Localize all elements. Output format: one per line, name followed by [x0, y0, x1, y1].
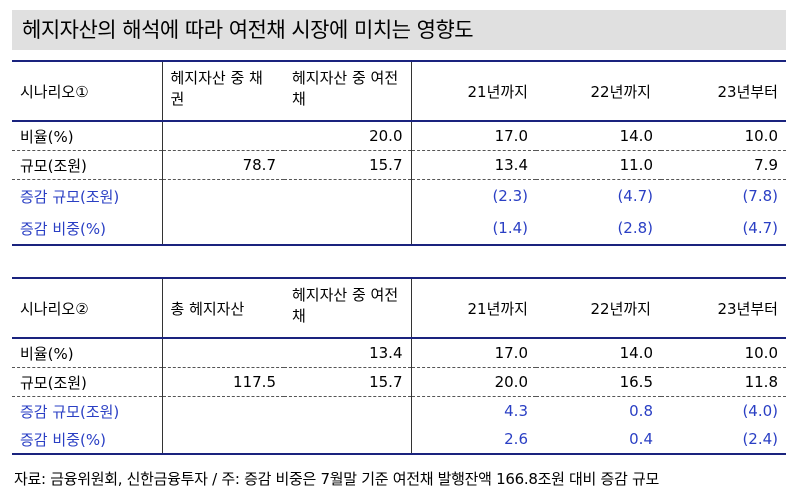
cell: (4.7): [661, 212, 786, 246]
cell: [284, 179, 412, 212]
table-row: 규모(조원) 117.5 15.7 20.0 16.5 11.8: [12, 367, 786, 397]
cell: 15.7: [284, 367, 412, 397]
header-col2: 헤지자산 중 여전채: [284, 277, 412, 339]
cell: (2.8): [536, 212, 661, 246]
cell: 20.0: [411, 367, 536, 397]
cell: 78.7: [162, 150, 284, 180]
table-row: 증감 규모(조원) 4.3 0.8 (4.0): [12, 396, 786, 426]
table-row: 증감 비중(%) 2.6 0.4 (2.4): [12, 425, 786, 455]
cell: 20.0: [284, 121, 412, 151]
cell: 14.0: [536, 121, 661, 151]
table-header-row: 시나리오② 총 헤지자산 헤지자산 중 여전채 21년까지 22년까지 23년부…: [12, 277, 786, 339]
cell: 7.9: [661, 150, 786, 180]
table-row: 증감 비중(%) (1.4) (2.8) (4.7): [12, 212, 786, 246]
cell: 11.0: [536, 150, 661, 180]
header-col1: 총 헤지자산: [162, 277, 284, 339]
row-label: 증감 규모(조원): [12, 179, 163, 212]
table-row: 비율(%) 20.0 17.0 14.0 10.0: [12, 121, 786, 151]
table-row: 증감 규모(조원) (2.3) (4.7) (7.8): [12, 179, 786, 213]
header-col5: 23년부터: [661, 277, 786, 339]
cell: [284, 212, 412, 246]
cell: 0.4: [536, 425, 661, 455]
row-label: 규모(조원): [12, 150, 163, 180]
row-label: 증감 비중(%): [12, 212, 163, 246]
cell: (1.4): [411, 212, 536, 246]
cell: (4.7): [617, 187, 653, 205]
header-scenario: 시나리오②: [12, 277, 163, 339]
cell: 14.0: [536, 338, 661, 368]
cell: 17.0: [411, 338, 536, 368]
row-label: 비율(%): [12, 338, 163, 368]
header-scenario: 시나리오①: [12, 60, 163, 122]
cell: 15.7: [284, 150, 412, 180]
cell: 16.5: [536, 367, 661, 397]
cell: 10.0: [661, 121, 786, 151]
cell: 4.3: [504, 402, 528, 420]
source-note: 자료: 금융위원회, 신한금융투자 / 주: 증감 비중은 7월말 기준 여전채…: [14, 470, 659, 488]
cell: 10.0: [661, 338, 786, 368]
page-title: 헤지자산의 해석에 따라 여전채 시장에 미치는 영향도: [12, 10, 786, 50]
header-col3: 21년까지: [411, 60, 536, 122]
row-label: 증감 비중(%): [12, 425, 163, 455]
cell: [284, 425, 412, 455]
cell: [162, 121, 284, 151]
cell: 0.8: [629, 402, 653, 420]
cell: [162, 425, 284, 455]
header-col4: 22년까지: [536, 277, 661, 339]
cell: [162, 180, 284, 213]
cell: 11.8: [661, 367, 786, 397]
cell: 2.6: [411, 425, 536, 455]
header-col1: 헤지자산 중 채권: [162, 60, 284, 122]
cell: 13.4: [411, 150, 536, 180]
cell: (7.8): [742, 187, 778, 205]
row-label: 증감 규모(조원): [12, 396, 163, 425]
header-col3: 21년까지: [411, 277, 536, 339]
cell: (2.4): [661, 425, 786, 455]
table-row: 규모(조원) 78.7 15.7 13.4 11.0 7.9: [12, 150, 786, 180]
scenario-2-table: 시나리오② 총 헤지자산 헤지자산 중 여전채 21년까지 22년까지 23년부…: [12, 277, 786, 455]
cell: [162, 212, 284, 246]
header-col2: 헤지자산 중 여전채: [284, 60, 412, 122]
table-row: 비율(%) 13.4 17.0 14.0 10.0: [12, 338, 786, 368]
cell: (2.3): [492, 187, 528, 205]
cell: 117.5: [162, 367, 284, 397]
cell: [162, 338, 284, 368]
row-label: 규모(조원): [12, 367, 163, 397]
table-header-row: 시나리오① 헤지자산 중 채권 헤지자산 중 여전채 21년까지 22년까지 2…: [12, 60, 786, 122]
cell: [162, 397, 284, 426]
cell: 13.4: [284, 338, 412, 368]
cell: (4.0): [742, 402, 778, 420]
row-label: 비율(%): [12, 121, 163, 151]
scenario-1-table: 시나리오① 헤지자산 중 채권 헤지자산 중 여전채 21년까지 22년까지 2…: [12, 60, 786, 246]
cell: 17.0: [411, 121, 536, 151]
header-col4: 22년까지: [536, 60, 661, 122]
cell: [284, 396, 412, 425]
header-col5: 23년부터: [661, 60, 786, 122]
